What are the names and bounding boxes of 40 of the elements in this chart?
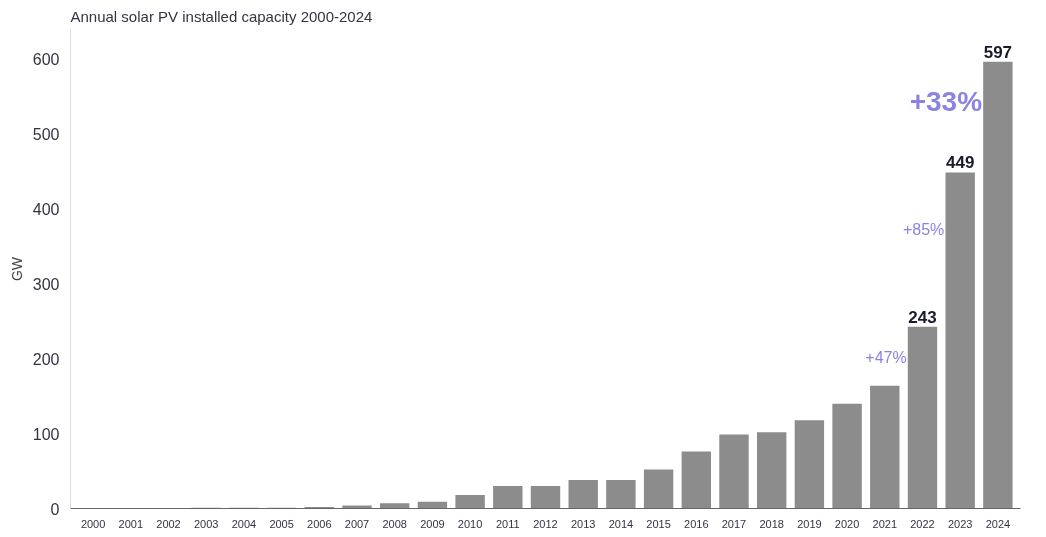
- y-tick-label: 200: [32, 350, 60, 368]
- annotation: +47%: [865, 349, 907, 367]
- x-tick-label: 2015: [646, 517, 671, 530]
- data-label: 449: [946, 153, 975, 173]
- x-tick-label: 2005: [269, 517, 294, 530]
- x-tick-label: 2000: [80, 517, 106, 530]
- y-tick-label: 100: [32, 425, 60, 443]
- x-tick-label: 2013: [570, 517, 596, 530]
- x-tick-label: 2010: [457, 517, 483, 530]
- y-tick-label: 600: [32, 51, 60, 69]
- x-tick-label: 2011: [495, 517, 520, 530]
- x-tick-label: 2002: [156, 517, 181, 530]
- x-tick-label: 2008: [382, 517, 407, 530]
- chart-title: Annual solar PV installed capacity 2000-2024: [70, 7, 373, 25]
- y-axis-title: GW: [8, 256, 25, 282]
- y-tick-label: 400: [32, 201, 60, 219]
- x-tick-label: 2003: [193, 517, 219, 530]
- x-tick-label: 2021: [872, 517, 898, 530]
- x-tick-label: 2019: [797, 517, 822, 530]
- x-tick-label: 2020: [834, 517, 860, 530]
- x-tick-label: 2018: [759, 517, 784, 530]
- x-tick-label: 2006: [307, 517, 332, 530]
- y-tick-label: 300: [32, 275, 60, 293]
- x-tick-label: 2023: [947, 517, 973, 530]
- x-tick-label: 2014: [608, 517, 634, 530]
- x-tick-label: 2007: [344, 517, 370, 530]
- y-tick-label: 0: [50, 500, 60, 518]
- x-tick-label: 2022: [910, 517, 935, 530]
- x-tick-label: 2009: [420, 517, 445, 530]
- annotation: +33%: [909, 86, 983, 118]
- data-label: 597: [983, 42, 1013, 62]
- annotation: +85%: [902, 221, 945, 239]
- x-tick-label: 2024: [985, 517, 1011, 530]
- x-tick-label: 2017: [721, 517, 747, 530]
- x-tick-label: 2001: [118, 517, 144, 530]
- y-tick-label: 500: [32, 126, 60, 144]
- data-label: 243: [908, 307, 937, 327]
- x-tick-label: 2004: [231, 517, 257, 530]
- x-tick-label: 2012: [533, 517, 558, 530]
- x-tick-label: 2016: [684, 517, 709, 530]
